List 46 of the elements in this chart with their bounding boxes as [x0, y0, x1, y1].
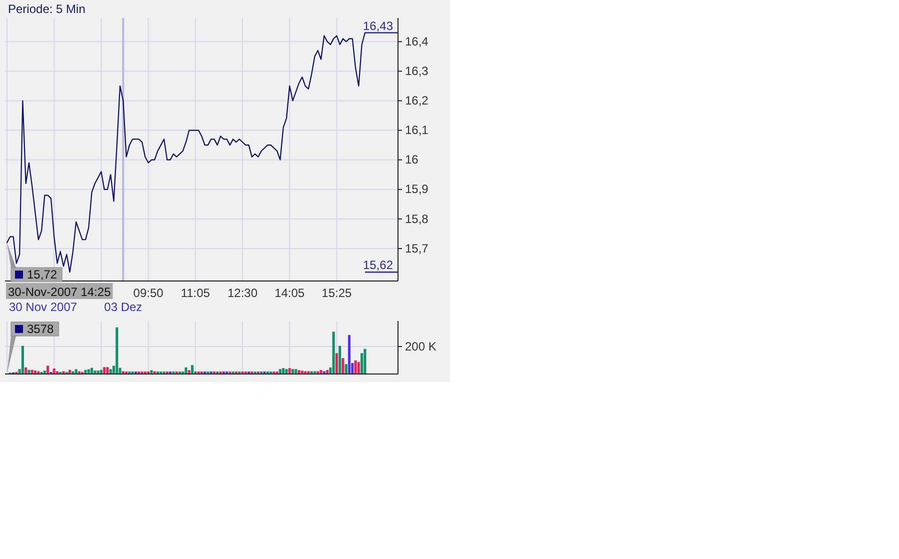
bar: [190, 365, 194, 374]
bar: [342, 358, 344, 374]
x-tick-label: 11:05: [180, 286, 210, 300]
x-tick-label: 12:30: [227, 286, 258, 300]
bar: [357, 362, 360, 374]
y-tick-label: 16: [405, 152, 419, 167]
bar: [74, 369, 78, 374]
ref-line-label: 15,62: [362, 258, 394, 272]
bar: [360, 353, 364, 374]
text: 30 Nov 2007: [9, 300, 78, 314]
y-tick-label: 16,4: [405, 34, 429, 48]
y-tick-label: 200 K: [405, 339, 436, 354]
bar: [298, 370, 300, 374]
y-tick-label: 16,1: [405, 123, 429, 138]
annotation: 3578: [27, 322, 54, 336]
bar: [184, 367, 188, 374]
x-tick-label: 09:50: [133, 286, 164, 300]
bar: [106, 367, 109, 374]
chart-title: Periode: 5 Min: [8, 2, 86, 16]
x-tick-label: 03 Dez: [104, 300, 142, 314]
bar: [282, 368, 285, 374]
bar: [338, 346, 342, 374]
bar: [109, 369, 112, 374]
bar: [28, 370, 30, 374]
bar: [288, 368, 291, 374]
bar: [348, 335, 351, 374]
bar: [335, 353, 338, 374]
bar: [332, 332, 335, 374]
bar: [103, 367, 106, 374]
y-tick-label: 16,2: [405, 94, 429, 108]
y-tick-label: 15,7: [405, 241, 429, 256]
bar: [364, 348, 366, 374]
x-tick-label: 15:25: [322, 286, 352, 300]
bar: [320, 370, 322, 374]
bar: [116, 327, 118, 374]
x-tick-label: 14:05: [274, 286, 305, 300]
bar: [21, 346, 24, 374]
annotation: 15,72: [27, 268, 58, 282]
bar: [87, 369, 90, 374]
bar: [354, 360, 357, 374]
y-tick-label: 15,9: [405, 182, 429, 196]
y-tick-label: 16,3: [405, 64, 429, 78]
y-tick-label: 15,8: [405, 212, 429, 226]
bar: [344, 364, 348, 374]
bar: [84, 370, 87, 374]
ref-line-label: 16,43: [362, 18, 394, 33]
